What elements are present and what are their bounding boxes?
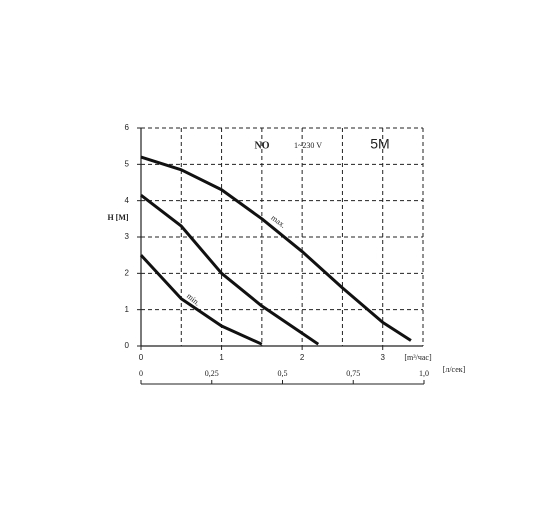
annotation: NO	[255, 140, 270, 151]
x2-tick-label: 0,25	[205, 369, 219, 378]
curve	[140, 194, 320, 346]
y-tick-label: 5	[125, 159, 130, 168]
x-axis-label: [m³/час]	[404, 353, 432, 362]
curve-label: min.	[185, 291, 202, 307]
x2-tick-label: 0	[139, 369, 143, 378]
annotation: 1~230 V	[294, 141, 322, 150]
curve	[139, 254, 263, 346]
y-tick-label: 1	[125, 305, 130, 314]
y-tick-label: 3	[125, 232, 130, 241]
x-tick-label: 1	[219, 353, 224, 362]
x2-tick-label: 0,75	[346, 369, 360, 378]
y-tick-label: 2	[125, 268, 130, 277]
x2-axis-label: [л/сек]	[443, 365, 466, 374]
x-tick-label: 3	[380, 353, 385, 362]
y-tick-label: 6	[125, 123, 130, 132]
annotation: 5M	[370, 136, 389, 152]
y-tick-label: 4	[125, 196, 130, 205]
x-tick-label: 0	[139, 353, 144, 362]
curve	[140, 155, 412, 342]
x2-tick-label: 1,0	[419, 369, 429, 378]
y-tick-label: 0	[125, 341, 130, 350]
y-axis-label: H [M]	[107, 213, 128, 222]
x-tick-label: 2	[300, 353, 305, 362]
x2-tick-label: 0,5	[278, 369, 288, 378]
